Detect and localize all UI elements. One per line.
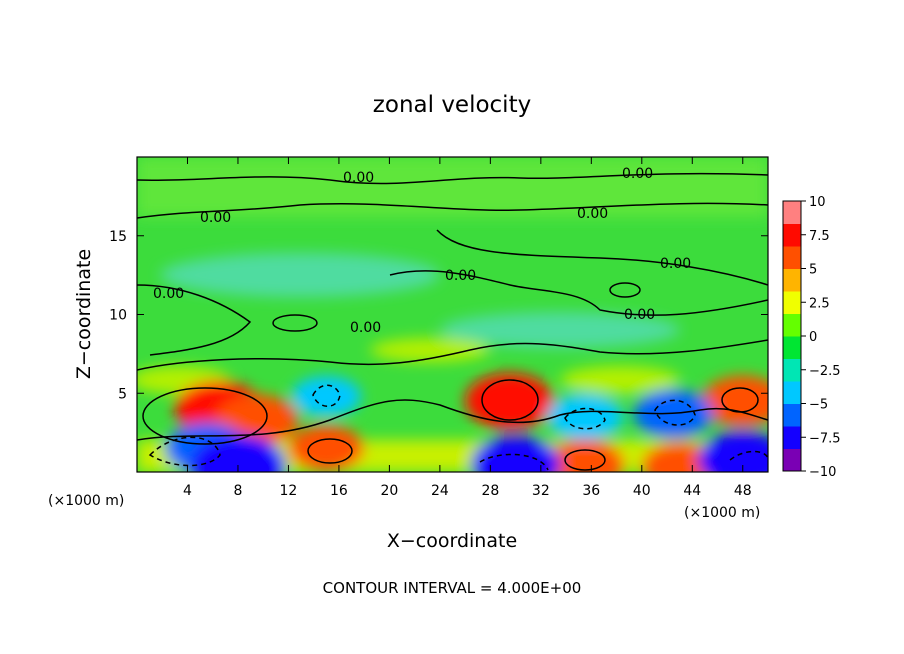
contour-label: 0.00 — [577, 206, 608, 222]
colorbar-cell — [783, 336, 801, 359]
cyan-band — [160, 253, 440, 297]
contour-line — [142, 387, 268, 445]
x-tick-label: 44 — [683, 483, 701, 499]
plot-area: 0.00 0.00 0.00 0.00 0.00 0.00 0.00 0.00 … — [137, 157, 768, 472]
yellow-band — [370, 338, 490, 362]
y-tick-label: 15 — [109, 229, 127, 245]
x-tick-label: 8 — [233, 483, 242, 499]
colorbar-tick-label: 10 — [809, 195, 826, 210]
chart-title: zonal velocity — [373, 92, 531, 118]
contour-label: 0.00 — [200, 210, 231, 226]
contour-line — [481, 379, 539, 421]
colorbar-tick-label: 0 — [809, 330, 817, 345]
contour-label: 0.00 — [624, 307, 655, 323]
yellow-band — [560, 366, 680, 394]
colorbar-cell — [783, 223, 801, 247]
contour-line — [389, 270, 768, 316]
contour-line — [436, 229, 768, 286]
y-ticks: 5 10 15 — [109, 229, 768, 402]
velocity-blob — [545, 439, 625, 472]
contour-line — [137, 202, 768, 219]
contour-label: 0.00 — [153, 286, 184, 302]
colorbar: 10 7.5 5 2.5 0 −2.5 −5 −7.5 −10 — [782, 195, 841, 480]
x-unit-label-right: (×1000 m) — [684, 505, 760, 521]
contour-line — [729, 450, 768, 461]
cyan-band — [440, 312, 680, 348]
x-tick-label: 16 — [330, 483, 348, 499]
x-unit-label-left: (×1000 m) — [48, 493, 124, 509]
contour-label: 0.00 — [350, 320, 381, 336]
y-tick-label: 10 — [109, 308, 127, 324]
contour-line — [609, 282, 641, 298]
contour-labels: 0.00 0.00 0.00 0.00 0.00 0.00 0.00 0.00 … — [153, 166, 691, 336]
contour-line — [137, 284, 252, 356]
contour-line — [307, 438, 353, 464]
velocity-blob — [547, 393, 624, 440]
contour-line — [479, 453, 549, 471]
colorbar-tick-label: 5 — [809, 263, 817, 278]
colorbar-ticks: 10 7.5 5 2.5 0 −2.5 −5 −7.5 −10 — [801, 195, 841, 480]
x-ticks: 4 8 12 16 20 24 28 32 36 40 44 48 — [183, 157, 752, 499]
contour-line — [564, 407, 606, 430]
contour-line — [137, 339, 768, 371]
x-tick-label: 28 — [481, 483, 499, 499]
colorbar-tick-label: −7.5 — [809, 431, 841, 446]
x-tick-label: 24 — [431, 483, 449, 499]
x-tick-label: 48 — [734, 483, 752, 499]
colorbar-cell — [783, 201, 801, 224]
upper-field-band — [137, 157, 768, 217]
colorbar-cells — [783, 201, 801, 472]
colorbar-cell — [783, 313, 801, 337]
contour-label: 0.00 — [660, 256, 691, 272]
velocity-blob — [701, 375, 768, 427]
x-axis-label: X−coordinate — [387, 530, 517, 552]
velocity-blob — [698, 431, 768, 472]
y-tick-label: 5 — [118, 386, 127, 402]
contour-lines — [137, 172, 768, 471]
colorbar-cell — [783, 246, 801, 269]
colorbar-cell — [783, 381, 801, 404]
x-tick-label: 4 — [183, 483, 192, 499]
contour-label: 0.00 — [343, 170, 374, 186]
colorbar-cell — [783, 268, 801, 292]
contour-interval-note: CONTOUR INTERVAL = 4.000E+00 — [323, 579, 582, 597]
x-tick-label: 32 — [532, 483, 550, 499]
colorbar-tick-label: 2.5 — [809, 296, 830, 311]
colorbar-tick-label: −2.5 — [809, 364, 841, 379]
colorbar-cell — [783, 291, 801, 314]
y-axis-label: Z−coordinate — [73, 249, 95, 379]
colorbar-cell — [783, 403, 801, 427]
contour-line — [148, 436, 221, 467]
x-tick-label: 36 — [582, 483, 600, 499]
velocity-blob — [288, 425, 365, 472]
x-tick-label: 20 — [380, 483, 398, 499]
x-tick-label: 40 — [633, 483, 651, 499]
colorbar-cell — [783, 426, 801, 449]
contour-line — [564, 449, 606, 471]
contour-line — [654, 399, 696, 426]
velocity-field — [137, 157, 768, 472]
contour-label: 0.00 — [445, 268, 476, 284]
colorbar-tick-label: −10 — [809, 465, 836, 480]
velocity-blob — [641, 442, 718, 472]
colorbar-tick-label: 7.5 — [809, 229, 830, 244]
contour-line — [137, 172, 768, 185]
velocity-blob — [291, 376, 362, 417]
contour-line — [137, 399, 768, 441]
contour-line — [312, 384, 341, 407]
colorbar-tick-label: −5 — [809, 398, 828, 413]
colorbar-cell — [783, 358, 801, 382]
contour-line — [272, 314, 318, 332]
x-tick-label: 12 — [280, 483, 298, 499]
colorbar-cell — [783, 448, 801, 472]
contour-label: 0.00 — [622, 166, 653, 182]
